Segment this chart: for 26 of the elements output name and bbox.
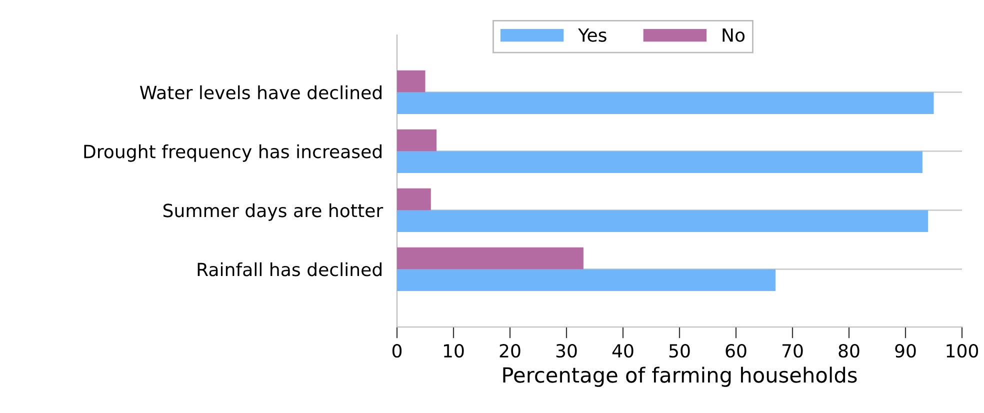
y-tick-label: Rainfall has declined bbox=[198, 262, 382, 276]
x-tick-label: 10 bbox=[444, 344, 464, 358]
x-tick-label: 0 bbox=[392, 344, 402, 358]
x-tick-label: 70 bbox=[782, 344, 803, 358]
x-axis-title: Percentage of farming households bbox=[503, 366, 857, 387]
x-tick-label: 90 bbox=[895, 344, 916, 358]
x-tick-label: 50 bbox=[669, 344, 690, 358]
bar bbox=[397, 210, 928, 232]
x-tick-label: 30 bbox=[556, 344, 577, 358]
bar bbox=[397, 247, 584, 270]
bar bbox=[397, 129, 437, 152]
y-tick-label: Summer days are hotter bbox=[163, 203, 384, 221]
bar bbox=[397, 70, 426, 92]
y-tick-label: Drought frequency has increased bbox=[84, 144, 382, 162]
bar bbox=[397, 151, 922, 174]
bar bbox=[397, 188, 431, 210]
x-tick-label: 100 bbox=[946, 344, 978, 358]
bar bbox=[397, 92, 934, 114]
legend-label: No bbox=[722, 28, 745, 42]
x-tick-label: 80 bbox=[838, 344, 860, 358]
x-tick-label: 40 bbox=[612, 344, 634, 358]
x-tick-label: 20 bbox=[500, 344, 520, 358]
y-tick-label: Water levels have declined bbox=[140, 85, 382, 100]
legend-label: Yes bbox=[578, 28, 606, 42]
bar bbox=[397, 269, 776, 292]
x-tick-label: 60 bbox=[726, 344, 746, 358]
